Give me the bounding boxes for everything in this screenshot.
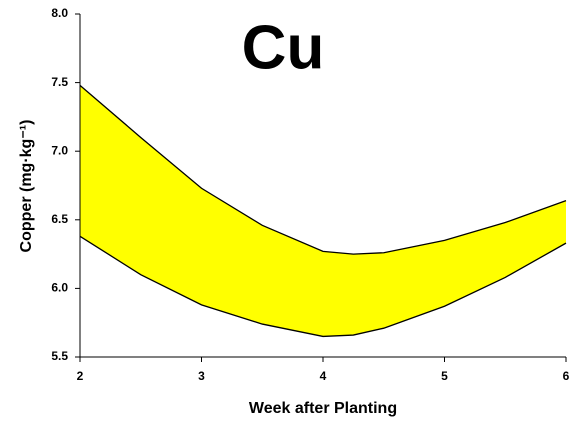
x-tick-label: 3 bbox=[198, 369, 205, 383]
y-tick-label: 7.5 bbox=[51, 75, 68, 89]
x-tick-label: 2 bbox=[77, 369, 84, 383]
band-edge bbox=[79, 84, 567, 255]
y-tick-label: 6.5 bbox=[51, 212, 68, 226]
y-tick-label: 6.0 bbox=[51, 281, 68, 295]
chart-title: Cu bbox=[242, 13, 325, 82]
y-tick-label: 5.5 bbox=[51, 349, 68, 363]
band-fill bbox=[80, 85, 566, 337]
band-edge bbox=[79, 235, 567, 338]
x-tick-label: 5 bbox=[441, 369, 448, 383]
y-tick-label: 8.0 bbox=[51, 6, 68, 20]
x-tick-label: 4 bbox=[320, 369, 327, 383]
x-axis-label: Week after Planting bbox=[249, 400, 397, 417]
x-tick-label: 6 bbox=[563, 369, 570, 383]
y-axis-label: Copper (mg·kg⁻¹) bbox=[18, 120, 35, 253]
y-tick-label: 7.0 bbox=[51, 143, 68, 157]
